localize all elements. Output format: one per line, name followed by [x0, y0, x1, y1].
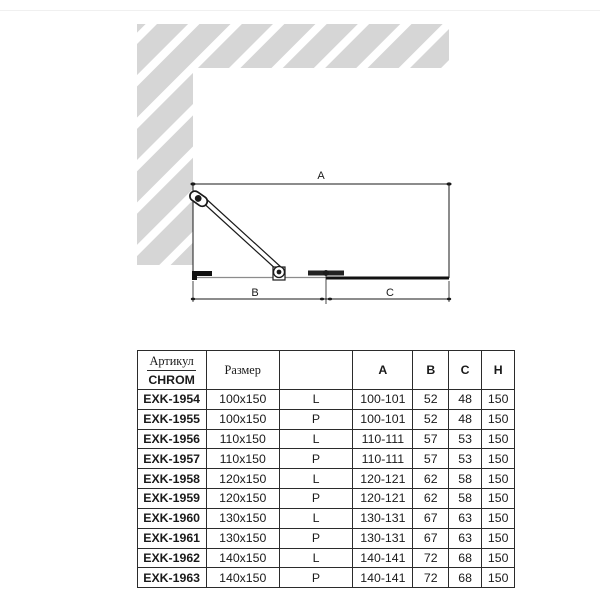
svg-text:C: C	[386, 287, 394, 299]
svg-text:A: A	[317, 170, 325, 182]
svg-text:B: B	[251, 287, 258, 299]
